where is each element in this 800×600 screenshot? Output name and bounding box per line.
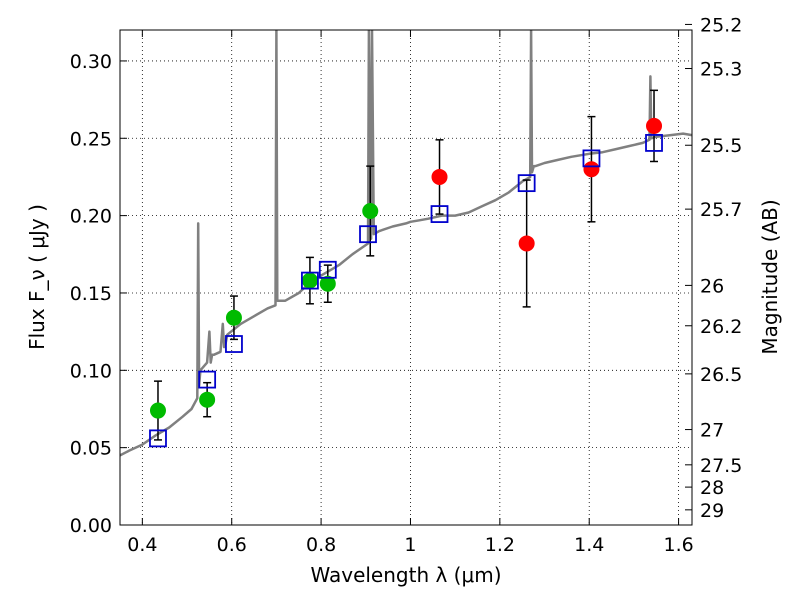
magnitude-axis-title: Magnitude (AB) [758, 199, 782, 354]
y-tick-label: 0.30 [70, 51, 112, 73]
x-tick-label: 0.6 [217, 534, 247, 556]
optical-photometry-point [149, 402, 166, 419]
x-tick-label: 1.2 [485, 534, 515, 556]
model-square [225, 335, 243, 353]
y-axis: 0.00 0.05 0.10 0.15 0.20 0.25 0.30 [70, 51, 127, 537]
magnitude-tick-label: 25.3 [700, 59, 742, 81]
x-axis-title: Wavelength λ (μm) [310, 563, 501, 587]
y-tick-label: 0.10 [70, 360, 112, 382]
model-square [430, 205, 449, 223]
magnitude-tick-label: 25.7 [700, 199, 742, 221]
x-axis: 0.4 0.6 0.8 1 1.2 1.4 1.6 [127, 30, 694, 556]
spectrum-line [120, 30, 692, 457]
plot-frame [119, 29, 693, 526]
infrared-photometry-point [518, 235, 535, 252]
x-tick-label: 1.4 [574, 534, 604, 556]
optical-photometry-point [319, 275, 336, 292]
model-square [149, 429, 167, 448]
optical-photometry-point [362, 202, 379, 219]
magnitude-tick-label: 25.2 [700, 14, 742, 36]
model-square [301, 271, 319, 290]
plot-background [120, 30, 692, 525]
optical-photometry-point [199, 391, 216, 408]
infrared-photometry-point [646, 117, 663, 134]
magnitude-tick-label: 27.5 [700, 455, 742, 477]
model-square [582, 149, 601, 168]
x-tick-label: 0.8 [306, 534, 336, 556]
infrared-photometry-point [583, 161, 600, 178]
optical-photometry-point [301, 272, 318, 289]
template-spectrum [120, 30, 692, 457]
magnitude-tick-label: 28 [700, 477, 724, 499]
y-tick-label: 0.25 [70, 128, 112, 150]
model-square [517, 174, 536, 193]
y-tick-label: 0.05 [70, 438, 112, 460]
model-square [645, 134, 663, 152]
x-tick-label: 1 [404, 534, 416, 556]
y-tick-label: 0.15 [70, 283, 112, 305]
magnitude-tick-label: 26.5 [700, 364, 742, 386]
magnitude-tick-label: 27 [700, 420, 724, 442]
magnitude-tick-label: 29 [700, 500, 724, 522]
model-square [318, 260, 337, 279]
model-square [198, 370, 217, 389]
y-axis-title: Flux F_ν ( μJy ) [25, 204, 49, 350]
magnitude-tick-label: 26.2 [700, 316, 742, 338]
x-tick-label: 1.6 [663, 534, 693, 556]
magnitude-tick-label: 26 [700, 275, 724, 297]
y-tick-label: 0.00 [70, 515, 112, 537]
infrared-photometry-point [431, 168, 448, 185]
model-squares [149, 134, 663, 448]
y-tick-label: 0.20 [70, 206, 112, 228]
optical-photometry-point [225, 309, 242, 326]
magnitude-tick-label: 25.5 [700, 135, 742, 157]
x-tick-label: 0.4 [127, 534, 157, 556]
model-square [359, 225, 377, 244]
